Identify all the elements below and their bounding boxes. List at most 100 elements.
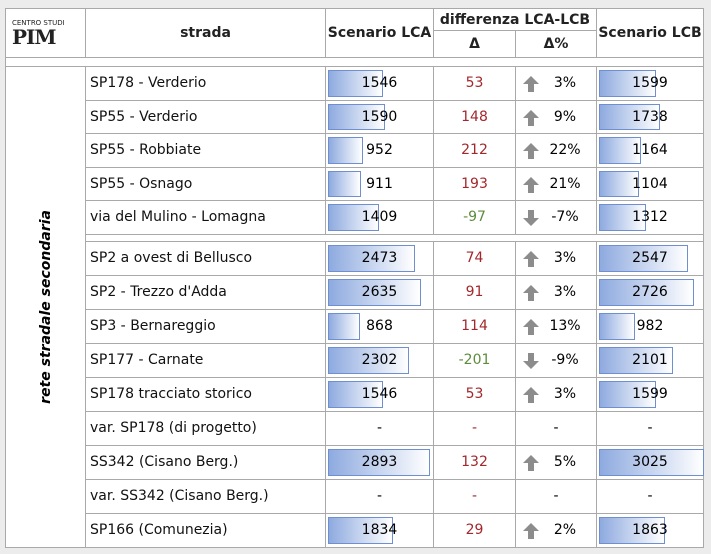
delta-pct: 3% xyxy=(515,240,597,276)
arrow-up xyxy=(523,76,539,92)
delta: 212 xyxy=(433,133,516,168)
spacer xyxy=(5,57,704,67)
value-text: 1312 xyxy=(632,209,668,226)
value-cell: 982 xyxy=(596,308,704,344)
value-cell: 1738 xyxy=(596,99,704,134)
col-header: Scenario LCA xyxy=(325,8,434,58)
value-text: - xyxy=(376,488,383,504)
value-text: 1599 xyxy=(632,75,668,92)
data-bar xyxy=(328,448,430,476)
delta: 148 xyxy=(433,99,516,134)
road-name: SS342 (Cisano Berg.) xyxy=(85,444,326,480)
delta-pct: 21% xyxy=(515,166,597,201)
road-name: var. SS342 (Cisano Berg.) xyxy=(85,478,326,514)
value-text: 3025 xyxy=(632,454,668,470)
arrow-down xyxy=(523,210,539,226)
arrow-up xyxy=(523,109,539,126)
value-text: 911 xyxy=(366,175,393,192)
group-label: rete stradale secondaria xyxy=(37,209,54,404)
pct-text: 13% xyxy=(549,318,581,334)
table-row: rete stradale secondaria SP178 - Verderio… xyxy=(5,66,704,548)
arrow-up xyxy=(523,386,539,403)
table-row: SP55 - Verderio 1590 148 9% 1738 xyxy=(6,99,704,134)
value-text: 1863 xyxy=(632,522,668,538)
arrow-shape xyxy=(523,522,539,539)
col-header: Δ% xyxy=(515,30,597,58)
arrow-shape xyxy=(523,143,539,159)
delta: 74 xyxy=(433,240,516,276)
delta-pct: 3% xyxy=(515,274,597,310)
delta: 53 xyxy=(433,66,516,101)
delta: - xyxy=(433,410,516,446)
value-text: 1834 xyxy=(361,522,398,538)
value-cell: 952 xyxy=(325,133,434,168)
value-text: 1546 xyxy=(361,386,398,402)
value-text: 982 xyxy=(636,318,664,334)
data-bar xyxy=(599,380,656,408)
delta-pct: 22% xyxy=(515,133,597,168)
value-text: - xyxy=(647,420,653,436)
table-row: SP2 - Trezzo d'Adda 2635 91 3% 2726 xyxy=(6,274,704,310)
data-bar xyxy=(328,380,384,408)
data-bar xyxy=(599,448,705,476)
value-cell: 2302 xyxy=(325,342,434,378)
arrow-up xyxy=(523,454,539,471)
data-bar xyxy=(599,103,661,130)
delta-pct: 9% xyxy=(515,99,597,134)
delta: -97 xyxy=(433,200,516,235)
value-cell: 1590 xyxy=(325,99,434,134)
pct-text: -7% xyxy=(551,209,579,226)
value-cell: - xyxy=(596,410,704,446)
road-name: SP2 - Trezzo d'Adda xyxy=(85,274,326,310)
arrow-shape xyxy=(523,284,539,301)
data-bar xyxy=(599,278,695,306)
value-cell: - xyxy=(596,478,704,514)
road-name: SP55 - Osnago xyxy=(85,166,326,201)
arrow-up xyxy=(523,522,539,539)
value-cell: 2893 xyxy=(325,444,434,480)
value-text: 2473 xyxy=(361,250,398,266)
road-name: SP177 - Carnate xyxy=(85,342,326,378)
value-text: 1738 xyxy=(632,108,668,125)
value-text: 1104 xyxy=(632,175,668,192)
col-header: Scenario LCB xyxy=(596,8,704,58)
value-text: 1164 xyxy=(632,142,668,159)
arrow-shape xyxy=(523,176,539,193)
value-text: 2893 xyxy=(361,454,398,470)
value-cell: - xyxy=(325,410,434,446)
value-text: 2726 xyxy=(632,284,668,300)
arrow-shape xyxy=(523,76,539,92)
pct-text: 22% xyxy=(549,142,581,159)
table-row: var. SS342 (Cisano Berg.) - - - - xyxy=(6,478,704,514)
value-text: 1590 xyxy=(361,108,398,125)
arrow-up xyxy=(523,143,539,159)
value-cell: 1104 xyxy=(596,166,704,201)
value-cell: 2473 xyxy=(325,240,434,276)
value-cell: 1546 xyxy=(325,376,434,412)
value-cell: 911 xyxy=(325,166,434,201)
pct-text: 9% xyxy=(553,108,577,125)
delta: - xyxy=(433,478,516,514)
table-row: SP2 a ovest di Bellusco 2473 74 3% 2547 xyxy=(6,240,704,276)
road-name: SP55 - Robbiate xyxy=(85,133,326,168)
road-name: SP55 - Verderio xyxy=(85,99,326,134)
road-name: SP178 tracciato storico xyxy=(85,376,326,412)
road-name: SP2 a ovest di Bellusco xyxy=(85,240,326,276)
logo-mark: PIM xyxy=(12,25,57,49)
arrow-shape xyxy=(523,210,539,226)
delta: 29 xyxy=(433,512,516,548)
data-bar xyxy=(328,103,385,130)
value-cell: 2101 xyxy=(596,342,704,378)
pct-text: - xyxy=(553,420,559,436)
road-name: SP3 - Bernareggio xyxy=(85,308,326,344)
col-header: strada xyxy=(85,8,326,58)
arrow-shape xyxy=(523,454,539,471)
data-bar xyxy=(328,137,363,164)
table-row: SP178 tracciato storico 1546 53 3% 1599 xyxy=(6,376,704,412)
value-text: 2547 xyxy=(632,250,668,266)
value-cell: 1599 xyxy=(596,66,704,101)
pct-text: 3% xyxy=(553,250,577,266)
logo: CENTRO STUDI PIM xyxy=(5,8,86,58)
arrow-shape xyxy=(523,109,539,126)
